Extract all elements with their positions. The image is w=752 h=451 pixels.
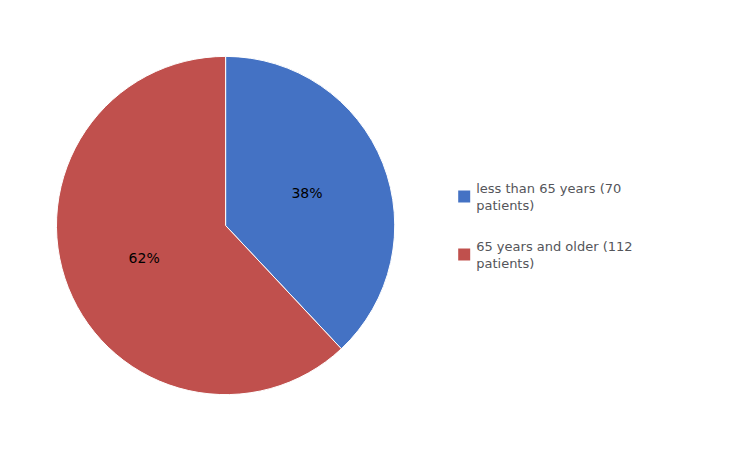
svg-text:38%: 38% — [291, 185, 322, 201]
svg-text:62%: 62% — [129, 250, 160, 266]
svg-text:65 years and older (112: 65 years and older (112 — [476, 239, 632, 254]
svg-text:patients): patients) — [476, 198, 534, 213]
svg-text:patients): patients) — [476, 256, 534, 271]
svg-text:less than 65 years (70: less than 65 years (70 — [476, 181, 621, 196]
